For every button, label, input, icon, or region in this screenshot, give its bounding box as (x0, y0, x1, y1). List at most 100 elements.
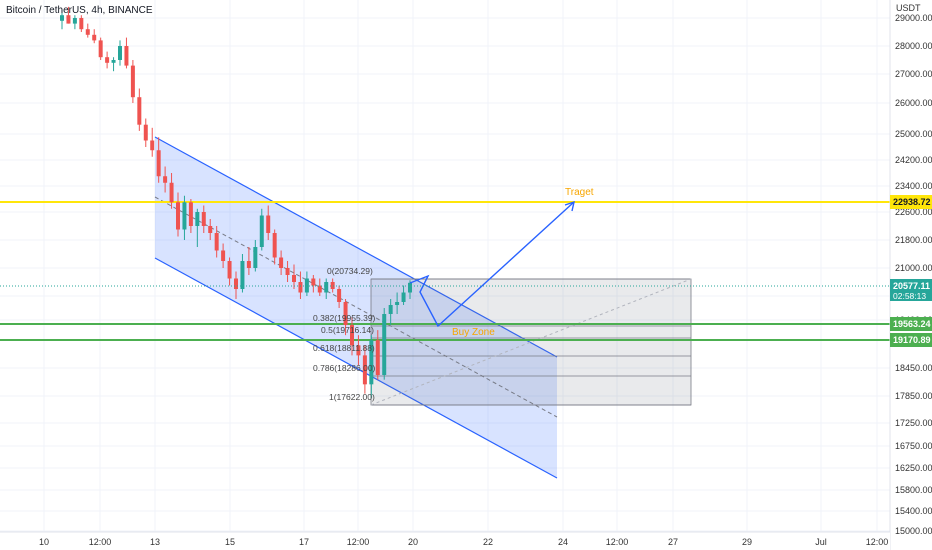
time-tick-label: 12:00 (606, 537, 629, 547)
candle-body (343, 302, 348, 326)
price-tick-label: 15000.00 (895, 526, 932, 536)
price-axis-bg (890, 0, 932, 550)
price-tick-label: 25000.00 (895, 129, 932, 139)
candle-body (266, 215, 271, 233)
candle-body (401, 292, 406, 302)
time-tick-label: 24 (558, 537, 568, 547)
last-price-tag (890, 279, 932, 301)
time-tick-label: 17 (299, 537, 309, 547)
last-price-label: 20577.11 (893, 281, 930, 291)
candle-body (118, 46, 122, 60)
target-label: Traget (565, 187, 594, 198)
candle-body (92, 34, 97, 41)
candle-body (234, 278, 238, 289)
candle-body (188, 202, 193, 226)
price-tick-label: 28000.00 (895, 41, 932, 51)
channel-mid-line (154, 196, 558, 418)
candle-body (337, 289, 342, 302)
price-level-tag-label: 19563.24 (893, 319, 931, 329)
candle-body (72, 18, 77, 24)
channel-upper-line (154, 136, 558, 358)
price-tick-label: 26000.00 (895, 98, 932, 108)
candle-body (298, 282, 303, 293)
candle-body (362, 355, 367, 385)
candle-body (201, 212, 206, 226)
candle-body (176, 202, 180, 230)
time-tick-label: Jul (815, 537, 827, 547)
time-tick-label: 27 (668, 537, 678, 547)
candle-body (105, 57, 110, 63)
channel-lower-line (154, 257, 558, 479)
time-axis-bg (0, 532, 890, 550)
candle-body (279, 257, 284, 268)
price-tick-label: 18450.00 (895, 363, 932, 373)
time-tick-label: 12:00 (89, 537, 112, 547)
time-axis[interactable]: 10 12:00 13 15 17 12:00 20 22 24 12:00 27 29 Jul 12:0… (0, 531, 890, 550)
fib-level-label: 1(17622.00) (329, 392, 375, 402)
price-tick-label: 21800.00 (895, 235, 932, 245)
drawings-front: 0(20734.29) 0.382(19955.39) 0.5(19716.14) 0… (0, 187, 890, 402)
price-axis-unit: USDT (896, 3, 921, 13)
price-tick-label: 21000.00 (895, 263, 932, 273)
projection-arrowhead (564, 200, 575, 212)
time-tick-label: 29 (742, 537, 752, 547)
fib-level-label: 0.618(18811.88) (313, 343, 375, 353)
candle-body (156, 150, 161, 177)
candle-body (85, 29, 90, 35)
fib-level-label: 0.382(19955.39) (313, 313, 376, 323)
candle-body (272, 233, 277, 258)
price-level-tag (890, 317, 932, 331)
candles (60, 6, 412, 399)
candle-body (195, 212, 200, 226)
candle-body (137, 97, 142, 125)
candle-body (259, 215, 264, 247)
candle-body (292, 275, 296, 282)
candle-body (98, 40, 103, 58)
time-tick-label: 12:00 (866, 537, 889, 547)
price-level-tag (890, 333, 932, 347)
candle-body (150, 140, 155, 151)
candle-body (214, 233, 219, 251)
candle-body (253, 247, 258, 268)
fib-level-label: 0.786(18286.00) (313, 363, 376, 373)
fib-level-label: 0.5(19716.14) (321, 325, 374, 335)
buy-zone-label: Buy Zone (452, 327, 495, 338)
candle-body (350, 325, 354, 346)
price-tick-label: 15800.00 (895, 485, 932, 495)
countdown-label: 02:58:13 (893, 291, 926, 301)
candle-body (169, 182, 174, 203)
candle-body (66, 15, 71, 24)
drawings-back (0, 136, 890, 479)
projection-path (409, 201, 575, 328)
candle-body (240, 261, 245, 289)
candle-body (356, 345, 361, 356)
candle-body (388, 305, 393, 314)
price-tick-label: 15400.00 (895, 506, 932, 516)
candle-body (317, 285, 322, 293)
time-tick-label: 10 (39, 537, 49, 547)
price-tick-label: 29000.00 (895, 13, 932, 23)
time-tick-label: 22 (483, 537, 493, 547)
channel-fill (155, 137, 557, 478)
candle-body (285, 268, 290, 275)
candle-body (182, 202, 187, 230)
time-tick-label: 15 (225, 537, 235, 547)
candle-body (79, 18, 84, 30)
candle-body (330, 282, 335, 289)
candle-body (111, 60, 116, 63)
time-tick-label: 20 (408, 537, 418, 547)
candle-body (143, 124, 148, 141)
candle-body (60, 15, 64, 21)
candle-body (382, 314, 387, 375)
price-tick-label: 22600.00 (895, 207, 932, 217)
price-tick-label: 23400.00 (895, 181, 932, 191)
price-tick-label: 24200.00 (895, 155, 932, 165)
candle-body (221, 250, 226, 261)
candle-body (130, 65, 135, 98)
time-tick-label: 12:00 (347, 537, 370, 547)
candle-body (324, 282, 329, 293)
candle-body (408, 282, 412, 293)
